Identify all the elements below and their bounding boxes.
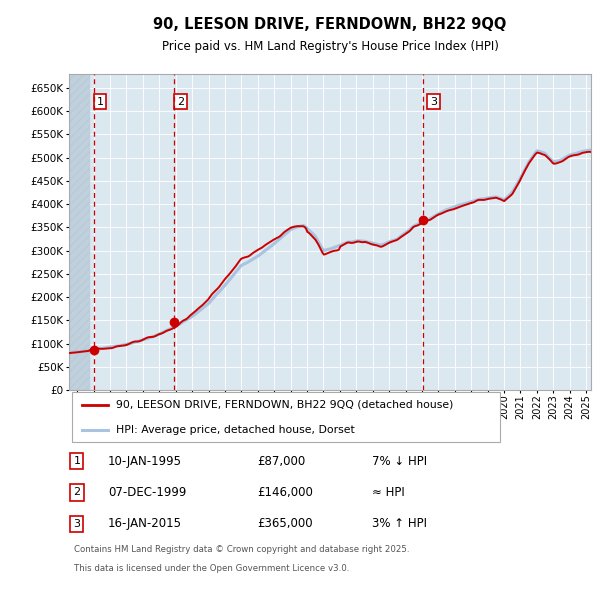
FancyBboxPatch shape	[71, 392, 500, 442]
Text: £365,000: £365,000	[257, 517, 313, 530]
Bar	[69, 74, 89, 390]
Text: 07-DEC-1999: 07-DEC-1999	[108, 486, 187, 499]
Text: Price paid vs. HM Land Registry's House Price Index (HPI): Price paid vs. HM Land Registry's House …	[161, 40, 499, 53]
Text: 1: 1	[73, 456, 80, 466]
Text: 90, LEESON DRIVE, FERNDOWN, BH22 9QQ (detached house): 90, LEESON DRIVE, FERNDOWN, BH22 9QQ (de…	[116, 399, 454, 409]
Text: 16-JAN-2015: 16-JAN-2015	[108, 517, 182, 530]
Text: 10-JAN-1995: 10-JAN-1995	[108, 455, 182, 468]
Text: HPI: Average price, detached house, Dorset: HPI: Average price, detached house, Dors…	[116, 425, 355, 435]
Text: 7% ↓ HPI: 7% ↓ HPI	[372, 455, 427, 468]
Text: 3: 3	[430, 97, 437, 107]
Text: £146,000: £146,000	[257, 486, 313, 499]
Text: £87,000: £87,000	[257, 455, 305, 468]
Text: This data is licensed under the Open Government Licence v3.0.: This data is licensed under the Open Gov…	[74, 564, 350, 573]
Text: 1: 1	[97, 97, 104, 107]
Text: 2: 2	[177, 97, 184, 107]
Text: Contains HM Land Registry data © Crown copyright and database right 2025.: Contains HM Land Registry data © Crown c…	[74, 545, 410, 554]
Text: 3: 3	[73, 519, 80, 529]
Text: 2: 2	[73, 487, 80, 497]
Text: 90, LEESON DRIVE, FERNDOWN, BH22 9QQ: 90, LEESON DRIVE, FERNDOWN, BH22 9QQ	[154, 18, 506, 32]
Text: 3% ↑ HPI: 3% ↑ HPI	[372, 517, 427, 530]
Text: ≈ HPI: ≈ HPI	[372, 486, 404, 499]
